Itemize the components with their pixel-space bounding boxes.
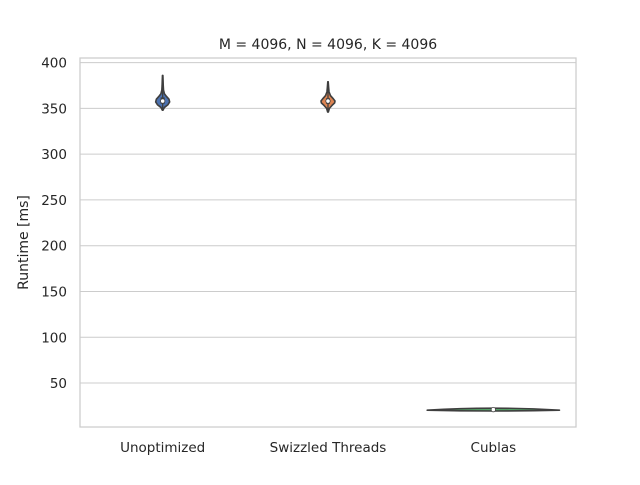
violin-median-dot: [325, 98, 331, 104]
y-tick-label: 50: [50, 376, 67, 392]
y-tick-label: 150: [41, 284, 67, 300]
y-tick-label: 200: [41, 239, 67, 255]
violin-unoptimized: [154, 74, 171, 111]
tick-layer: 50 100 150 200 250 300 350 400 Unoptimized Swizzl…: [41, 56, 516, 456]
violin-swizzled-threads: [320, 81, 336, 113]
x-tick-label: Unoptimized: [120, 440, 205, 456]
violin-median-dot: [160, 98, 166, 104]
y-tick-label: 100: [41, 330, 67, 346]
y-tick-label: 400: [41, 56, 67, 72]
plot-frame: [79, 57, 577, 428]
violin-median-dot: [490, 407, 496, 413]
x-tick-label: Cublas: [471, 440, 517, 456]
y-tick-label: 300: [41, 147, 67, 163]
y-tick-label: 350: [41, 101, 67, 117]
violin-layer: [154, 74, 561, 413]
x-tick-label: Swizzled Threads: [270, 440, 387, 456]
y-tick-label: 250: [41, 193, 67, 209]
violin-cublas: [426, 407, 561, 413]
y-axis-label: Runtime [ms]: [16, 195, 32, 290]
chart-title: M = 4096, N = 4096, K = 4096: [219, 37, 437, 53]
